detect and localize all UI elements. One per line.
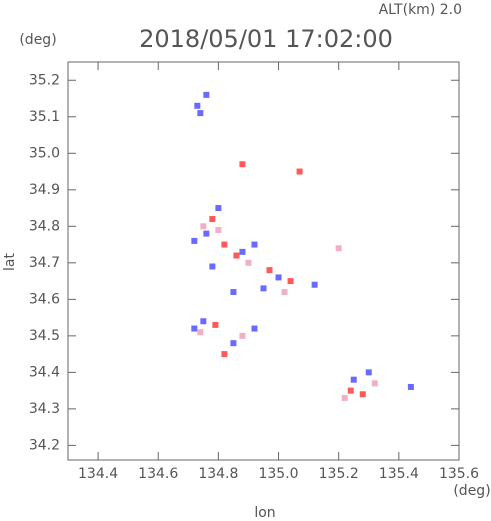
radar-echo <box>350 376 357 383</box>
y-unit: (deg) <box>19 32 56 48</box>
radar-echo <box>296 168 303 175</box>
x-unit: (deg) <box>453 483 490 499</box>
radar-echo <box>209 216 216 223</box>
y-tick-label: 34.9 <box>29 182 60 198</box>
radar-echo <box>203 230 210 237</box>
radar-echo <box>215 226 222 233</box>
radar-echo <box>287 278 294 285</box>
radar-echo <box>203 91 210 98</box>
plot-frame <box>67 61 460 461</box>
radar-echo <box>251 241 258 248</box>
y-tick-label: 34.8 <box>29 218 60 234</box>
y-tick-label: 34.4 <box>29 364 60 380</box>
y-tick-label: 35.2 <box>29 72 60 88</box>
y-tick-label: 34.6 <box>29 291 60 307</box>
radar-echo <box>230 289 237 296</box>
x-tick-label: 134.4 <box>78 466 118 482</box>
radar-echo <box>215 205 222 212</box>
x-axis-label: lon <box>254 505 275 521</box>
y-tick-label: 34.5 <box>29 328 60 344</box>
radar-echo <box>212 321 219 328</box>
x-tick-label: 134.6 <box>138 466 178 482</box>
radar-echo <box>197 110 204 117</box>
radar-echo <box>407 383 414 390</box>
radar-echo <box>209 263 216 270</box>
radar-echo <box>266 267 273 274</box>
radar-echo <box>194 102 201 109</box>
radar-echo <box>239 248 246 255</box>
x-tick-label: 135.2 <box>319 466 359 482</box>
x-tick-label: 135.6 <box>439 466 479 482</box>
radar-echo <box>200 223 207 230</box>
radar-echo <box>200 318 207 325</box>
radar-echo <box>365 369 372 376</box>
radar-echo <box>359 391 366 398</box>
radar-echo <box>221 351 228 358</box>
chart-title: 2018/05/01 17:02:00 <box>139 25 393 53</box>
radar-echo <box>230 340 237 347</box>
radar-echo <box>251 325 258 332</box>
y-tick-label: 35.1 <box>29 109 60 125</box>
y-tick-label: 34.7 <box>29 255 60 271</box>
radar-echo <box>239 161 246 168</box>
y-axis-label: lat <box>2 253 18 271</box>
radar-echo <box>311 281 318 288</box>
y-tick-label: 35.0 <box>29 145 60 161</box>
radar-echo <box>335 245 342 252</box>
x-tick-label: 135.0 <box>258 466 298 482</box>
radar-echo <box>281 289 288 296</box>
radar-echo <box>197 329 204 336</box>
radar-echo <box>371 380 378 387</box>
radar-echo <box>191 325 198 332</box>
radar-echo <box>341 394 348 401</box>
radar-echo <box>347 387 354 394</box>
x-tick-label: 135.4 <box>379 466 419 482</box>
radar-echo <box>245 259 252 266</box>
radar-echo <box>275 274 282 281</box>
radar-echo <box>260 285 267 292</box>
y-tick-label: 34.3 <box>29 401 60 417</box>
radar-echo <box>233 252 240 259</box>
y-tick-label: 34.2 <box>29 437 60 453</box>
chart-subtitle: ALT(km) 2.0 <box>379 2 462 18</box>
radar-echo <box>191 237 198 244</box>
radar-echo <box>239 332 246 339</box>
radar-echo <box>221 241 228 248</box>
x-tick-label: 134.8 <box>198 466 238 482</box>
